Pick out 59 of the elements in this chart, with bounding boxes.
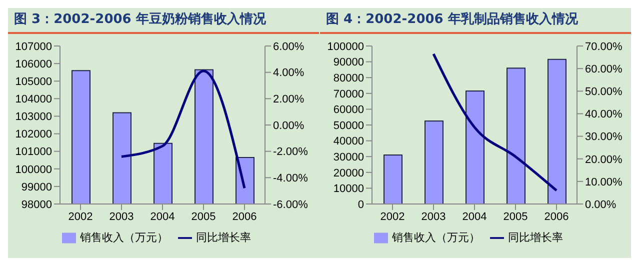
y-tick-label: 20000	[333, 167, 364, 180]
y-tick-label: 98000	[21, 198, 52, 211]
line-series	[432, 52, 558, 192]
y2-tick-label: 70.00%	[585, 40, 623, 53]
y-tick-label: 10000	[333, 183, 364, 196]
y-tick-label: 40000	[333, 136, 364, 148]
y2-tick-label: 20.00%	[585, 154, 623, 166]
legend-label: 同比增长率	[196, 231, 251, 244]
bar	[424, 120, 444, 204]
y-tick-label: 105000	[15, 76, 52, 88]
y-tick-label: 101000	[15, 146, 52, 158]
bar	[506, 68, 526, 204]
y2-tick-label: 40.00%	[585, 108, 623, 121]
x-tick-label: 2004	[150, 210, 175, 223]
y2-tick-label: 4.00%	[273, 67, 304, 80]
y2-tick-label: 0.00%	[273, 120, 304, 132]
y2-tick-label: 0.00%	[585, 198, 616, 211]
x-tick-label: 2005	[191, 210, 216, 223]
x-tick-label: 2006	[232, 210, 257, 223]
legend-label: 同比增长率	[508, 231, 563, 244]
y2-tick-label: 6.00%	[273, 40, 304, 53]
y-tick-label: 99000	[21, 181, 52, 194]
y-tick-label: 100000	[15, 164, 52, 176]
x-tick-label: 2006	[544, 210, 569, 223]
y2-tick-label: -6.00%	[273, 198, 308, 211]
y-tick-label: 0	[358, 198, 364, 211]
x-tick-label: 2002	[380, 210, 405, 223]
x-tick-label: 2005	[503, 210, 528, 223]
y-tick-label: 102000	[15, 128, 52, 141]
y-tick-label: 70000	[333, 88, 364, 100]
y-tick-label: 107000	[15, 40, 52, 53]
y-tick-label: 103000	[15, 111, 52, 124]
line-series	[120, 70, 246, 190]
legend-label: 销售收入（万元）	[392, 231, 480, 244]
y2-tick-label: 60.00%	[585, 63, 623, 76]
y2-tick-label: -2.00%	[273, 146, 308, 158]
y-tick-label: 106000	[15, 58, 52, 70]
y2-tick-label: -4.00%	[273, 172, 308, 185]
legend-label: 销售收入（万元）	[80, 231, 168, 244]
y2-tick-label: 10.00%	[585, 176, 623, 188]
y-tick-label: 60000	[333, 104, 364, 116]
bar	[384, 154, 402, 204]
y-tick-label: 80000	[333, 72, 364, 85]
y2-tick-label: 50.00%	[585, 86, 623, 98]
y2-tick-label: 2.00%	[273, 94, 304, 106]
x-tick-label: 2002	[68, 210, 93, 223]
y-tick-label: 90000	[333, 56, 364, 69]
y-tick-label: 100000	[327, 40, 364, 53]
y-tick-label: 30000	[333, 152, 364, 164]
x-tick-label: 2004	[462, 210, 487, 223]
bar	[466, 90, 484, 204]
y-tick-label: 104000	[15, 94, 52, 106]
y-tick-label: 50000	[333, 120, 364, 132]
x-tick-label: 2003	[109, 210, 134, 223]
y2-tick-label: 30.00%	[585, 131, 623, 144]
bar	[548, 58, 566, 204]
chart-title: 图 4：2002-2006 年乳制品销售收入情况	[325, 10, 579, 29]
chart-title: 图 3：2002-2006 年豆奶粉销售收入情况	[13, 10, 267, 29]
x-tick-label: 2003	[421, 210, 446, 223]
